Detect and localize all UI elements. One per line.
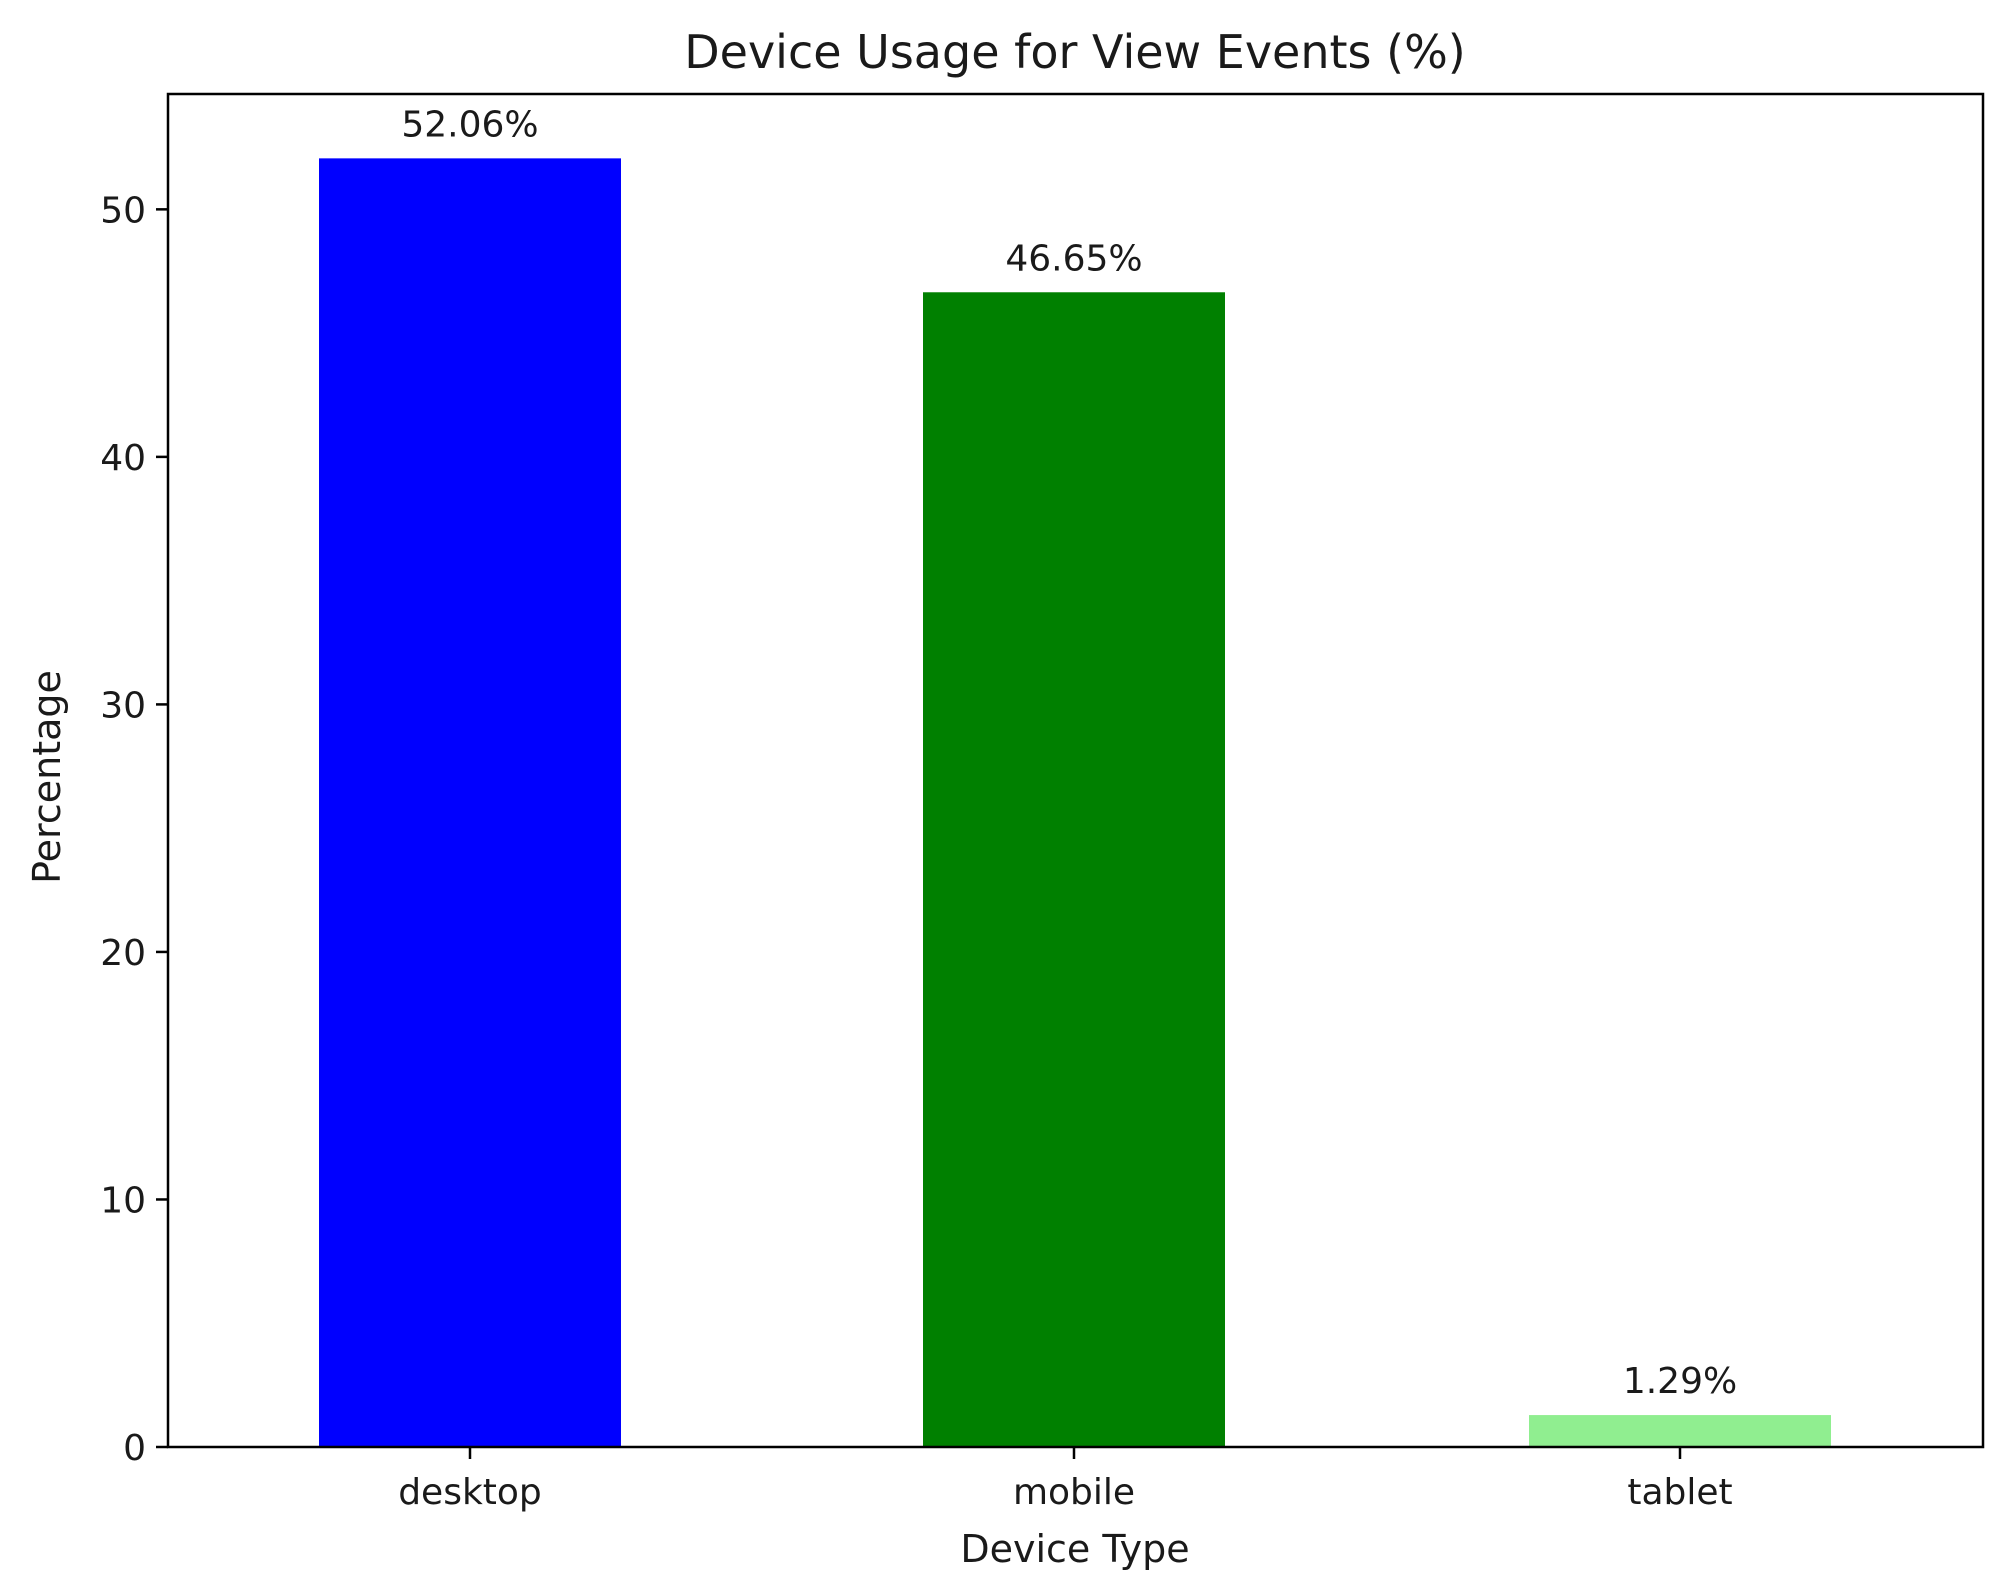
x-tick-label-tablet: tablet [1627,1472,1732,1513]
x-axis: desktop mobile tablet [398,1447,1733,1513]
y-tick-label-40: 40 [100,438,146,479]
bar-tablet [1529,1415,1831,1447]
chart-title: Device Usage for View Events (%) [684,25,1466,79]
y-tick-label-30: 30 [100,685,146,726]
y-axis: 0 10 20 30 40 50 [100,190,168,1469]
y-tick-label-10: 10 [100,1180,146,1221]
plot-area: 52.06% 46.65% 1.29% [319,104,1831,1447]
y-tick-label-0: 0 [123,1428,146,1469]
data-label-tablet: 1.29% [1623,1361,1737,1402]
bar-desktop [319,158,621,1447]
x-tick-label-mobile: mobile [1013,1472,1135,1513]
axes-frame [166,92,1985,1449]
y-tick-label-20: 20 [100,933,146,974]
data-label-mobile: 46.65% [1005,238,1142,279]
y-tick-label-50: 50 [100,190,146,231]
x-tick-label-desktop: desktop [398,1472,542,1513]
data-label-desktop: 52.06% [401,104,538,145]
x-axis-label: Device Type [960,1527,1189,1571]
bar-mobile [923,292,1225,1447]
y-axis-label: Percentage [25,670,69,884]
